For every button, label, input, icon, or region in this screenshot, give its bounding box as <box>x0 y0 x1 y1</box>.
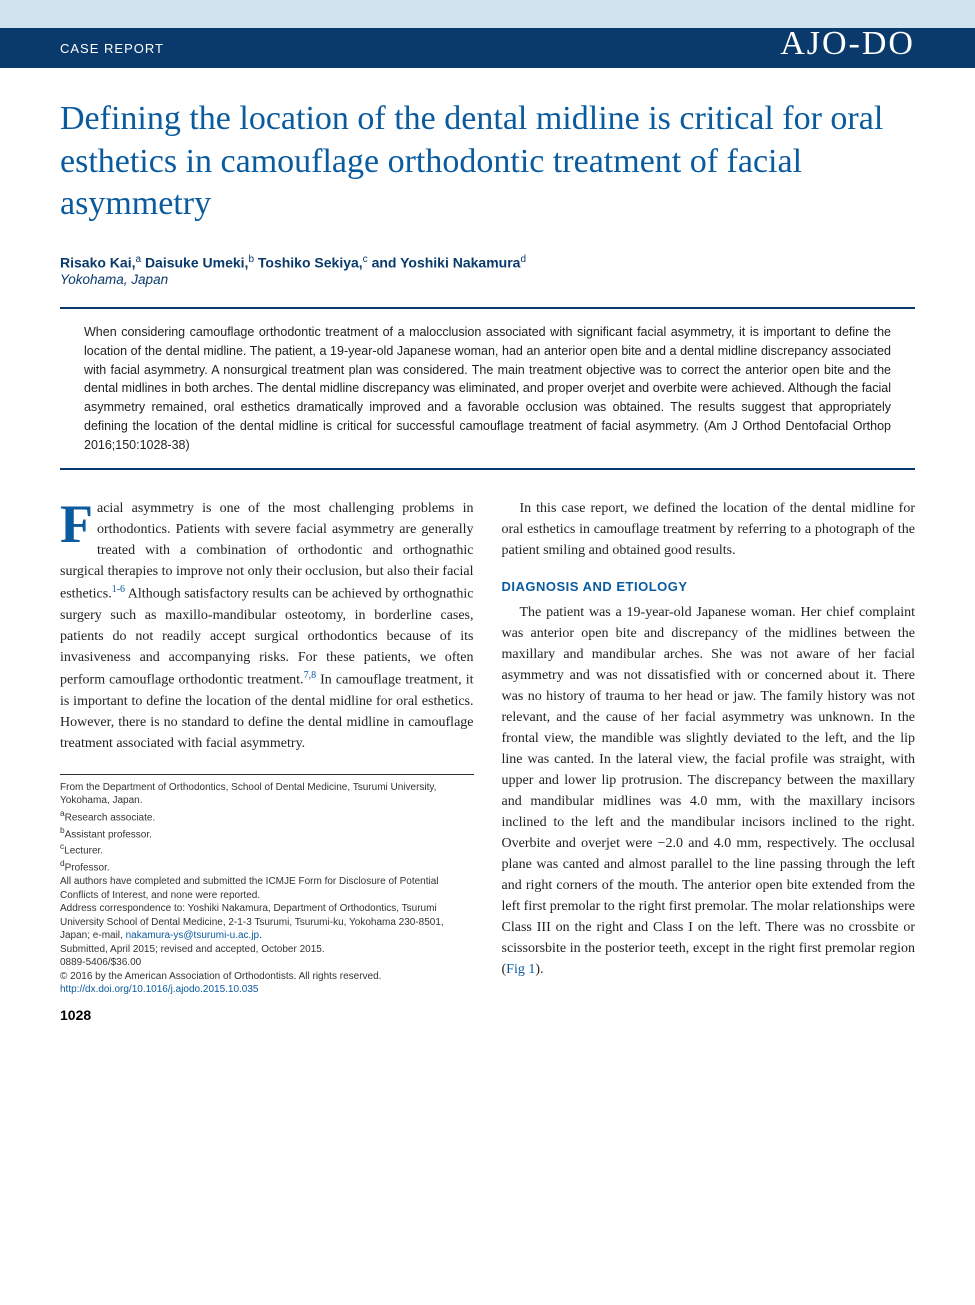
author-3-sup: c <box>363 254 368 265</box>
author-4: and Yoshiki Nakamura <box>372 254 521 270</box>
case-report-label: CASE REPORT <box>60 41 164 56</box>
authors-line: Risako Kai,a Daisuke Umeki,b Toshiko Sek… <box>60 254 915 271</box>
page-number: 1028 <box>60 1007 474 1023</box>
ref-1-6[interactable]: 1-6 <box>112 584 125 595</box>
page-content: Defining the location of the dental midl… <box>0 68 975 1063</box>
diagnosis-paragraph: The patient was a 19-year-old Japanese w… <box>502 602 916 980</box>
left-column: Facial asymmetry is one of the most chal… <box>60 498 474 1022</box>
author-1-sup: a <box>135 254 141 265</box>
abstract-box: When considering camouflage orthodontic … <box>60 307 915 470</box>
footnote-b: bAssistant professor. <box>60 825 474 842</box>
fig-1-link[interactable]: Fig 1 <box>506 962 535 977</box>
footnote-disclosure: All authors have completed and submitted… <box>60 875 474 902</box>
footnotes-block: From the Department of Orthodontics, Sch… <box>60 774 474 997</box>
footnote-submitted: Submitted, April 2015; revised and accep… <box>60 943 474 957</box>
abstract-text: When considering camouflage orthodontic … <box>84 323 891 454</box>
footnote-issn: 0889-5406/$36.00 <box>60 956 474 970</box>
intro-paragraph: Facial asymmetry is one of the most chal… <box>60 498 474 753</box>
author-3: Toshiko Sekiya, <box>258 254 363 270</box>
footnote-copyright: © 2016 by the American Association of Or… <box>60 970 474 984</box>
correspondence-email-link[interactable]: nakamura-ys@tsurumi-u.ac.jp <box>126 930 260 941</box>
author-1: Risako Kai, <box>60 254 135 270</box>
footnote-correspondence: Address correspondence to: Yoshiki Nakam… <box>60 902 474 943</box>
section-heading-diagnosis: DIAGNOSIS AND ETIOLOGY <box>502 579 916 594</box>
affiliation: Yokohama, Japan <box>60 272 915 287</box>
footnote-from: From the Department of Orthodontics, Sch… <box>60 781 474 808</box>
diagnosis-text-end: ). <box>535 962 543 977</box>
article-title: Defining the location of the dental midl… <box>60 98 915 226</box>
doi-link[interactable]: http://dx.doi.org/10.1016/j.ajodo.2015.1… <box>60 984 259 995</box>
footnote-c: cLecturer. <box>60 841 474 858</box>
journal-logo: AJO-DO <box>780 25 915 63</box>
footnote-a: aResearch associate. <box>60 808 474 825</box>
diagnosis-text: The patient was a 19-year-old Japanese w… <box>502 605 916 977</box>
author-2-sup: b <box>248 254 254 265</box>
ref-7-8[interactable]: 7,8 <box>304 670 317 681</box>
right-para-1: In this case report, we defined the loca… <box>502 498 916 561</box>
author-2: Daisuke Umeki, <box>145 254 249 270</box>
right-column: In this case report, we defined the loca… <box>502 498 916 1022</box>
two-column-layout: Facial asymmetry is one of the most chal… <box>60 498 915 1022</box>
footnote-d: dProfessor. <box>60 858 474 875</box>
top-bar <box>0 0 975 28</box>
authors-block: Risako Kai,a Daisuke Umeki,b Toshiko Sek… <box>60 254 915 288</box>
header-band: CASE REPORT AJO-DO <box>0 28 975 68</box>
author-4-sup: d <box>520 254 526 265</box>
dropcap: F <box>60 498 97 548</box>
